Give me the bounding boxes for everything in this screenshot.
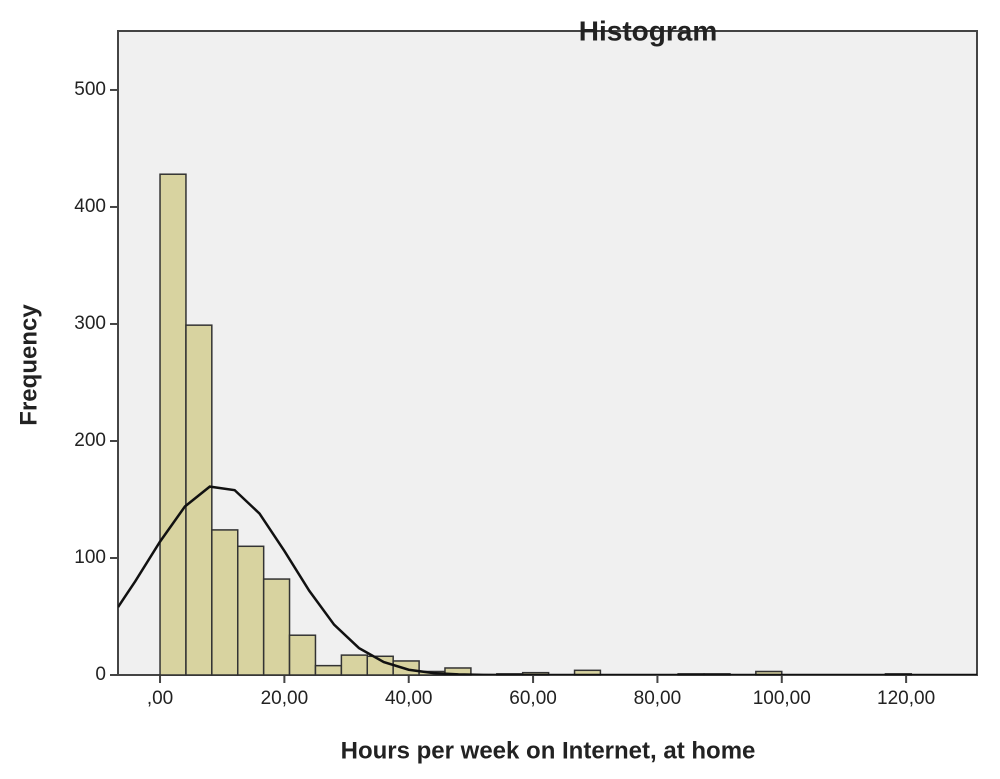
bar [340, 654, 369, 676]
y-tick-label: 400 [74, 196, 106, 217]
y-tick-label: 0 [95, 664, 106, 685]
bar [314, 664, 343, 676]
x-tick-label: 40,00 [385, 688, 433, 709]
chart-title: Histogram [579, 15, 717, 46]
bar [185, 324, 213, 676]
bar [236, 545, 265, 676]
y-tick-label: 500 [74, 79, 106, 100]
y-tick-label: 100 [74, 547, 106, 568]
normal-curve [118, 485, 977, 675]
x-tick-label: 100,00 [753, 688, 811, 709]
bar [262, 578, 291, 676]
x-tick-label: 60,00 [509, 688, 557, 709]
x-axis-title: Hours per week on Internet, at home [341, 737, 756, 764]
y-tick-label: 300 [74, 313, 106, 334]
bar [288, 634, 317, 676]
bar [159, 173, 187, 676]
x-tick-label: 20,00 [261, 688, 309, 709]
x-tick-label: ,00 [147, 688, 173, 709]
x-tick-label: 80,00 [634, 688, 682, 709]
x-tick-label: 120,00 [877, 688, 935, 709]
y-tick-label: 200 [74, 430, 106, 451]
y-axis-title: Frequency [15, 304, 42, 426]
bar [211, 529, 239, 676]
